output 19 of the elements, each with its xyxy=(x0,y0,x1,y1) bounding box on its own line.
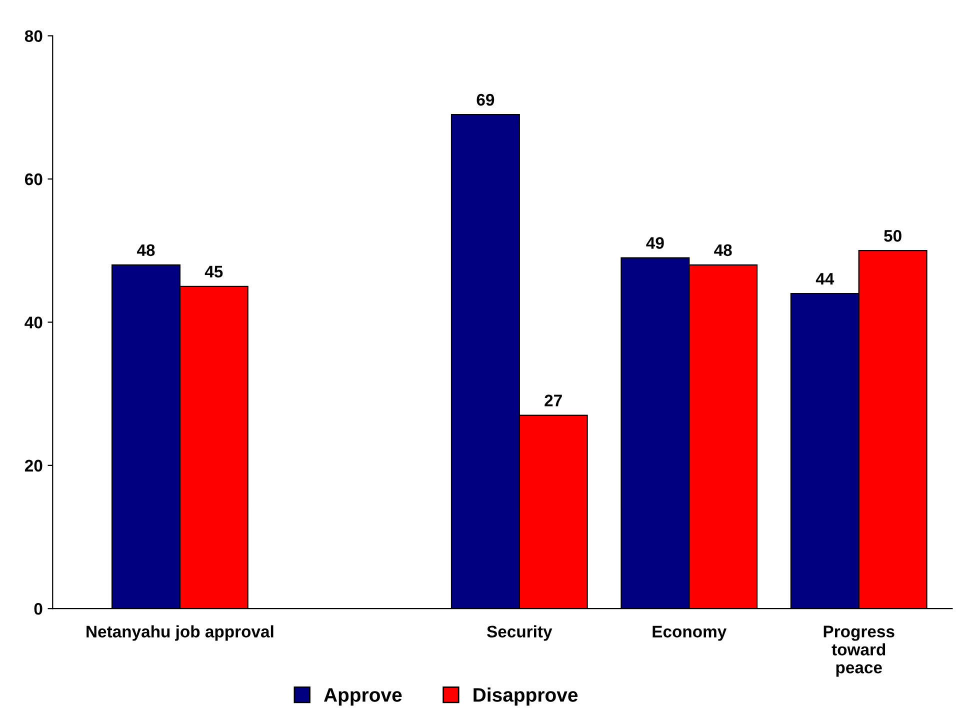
legend-label: Disapprove xyxy=(474,688,578,706)
data-label: 27 xyxy=(544,394,562,406)
x-tick-label: Netanyahu job approval xyxy=(86,625,274,641)
y-tick-label: 0 xyxy=(34,603,42,615)
data-label: 45 xyxy=(204,266,223,278)
data-label: 48 xyxy=(714,244,732,256)
data-label: 48 xyxy=(136,244,155,256)
data-label: 50 xyxy=(884,230,902,242)
legend-label: Approve xyxy=(324,688,402,706)
y-tick-label: 80 xyxy=(24,30,42,42)
x-tick-label: Security xyxy=(486,625,552,641)
x-tick-label: Progress toward peace xyxy=(824,626,894,677)
y-tick-label: 60 xyxy=(24,173,42,186)
data-label: 69 xyxy=(476,94,494,106)
data-label: 49 xyxy=(646,237,664,249)
data-label: 44 xyxy=(816,273,834,285)
y-tick-label: 20 xyxy=(24,460,42,472)
x-tick-label: Economy xyxy=(652,626,727,641)
y-tick-label: 40 xyxy=(24,316,42,328)
